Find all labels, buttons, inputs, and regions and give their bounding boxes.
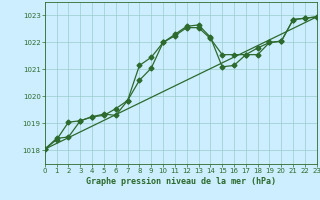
- X-axis label: Graphe pression niveau de la mer (hPa): Graphe pression niveau de la mer (hPa): [86, 177, 276, 186]
